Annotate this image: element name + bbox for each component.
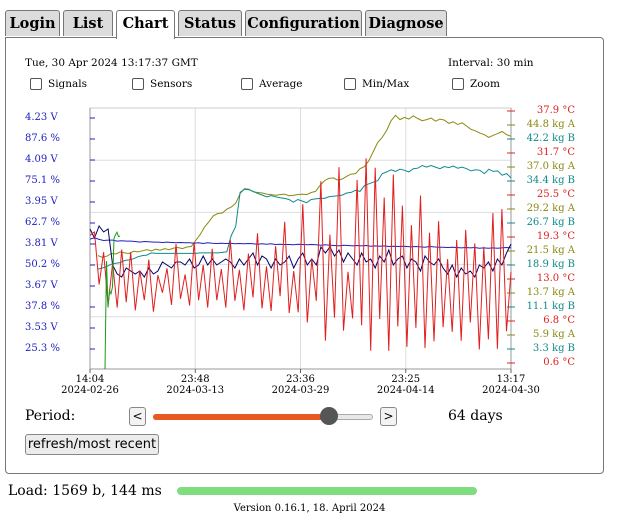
period-slider-fill — [153, 414, 329, 420]
period-next-button[interactable]: > — [380, 407, 397, 426]
series-line-weight-a — [97, 114, 512, 258]
checkbox-label: Signals — [48, 78, 88, 90]
tab-list[interactable]: List — [63, 10, 113, 36]
chart-timestamp: Tue, 30 Apr 2024 13:17:37 GMT — [25, 57, 198, 69]
left-axis-tick-label: 4.09 V — [25, 154, 58, 165]
left-axis-tick-label: 62.7 % — [25, 217, 60, 228]
x-axis-tick-label: 23:48 2024-03-13 — [155, 374, 235, 396]
period-label: Period: — [25, 408, 76, 424]
checkbox-minmax[interactable]: Min/Max — [344, 77, 409, 91]
right-axis-tick-label: 6.8 °C — [543, 315, 575, 326]
x-tick-date: 2024-04-30 — [482, 385, 540, 396]
checkbox-label: Min/Max — [362, 78, 410, 90]
checkbox-average[interactable]: Average — [241, 77, 303, 91]
tab-configuration[interactable]: Configuration — [245, 10, 362, 36]
right-axis-tick-label: 37.9 °C — [536, 105, 575, 116]
left-axis-tick-label: 25.3 % — [25, 343, 60, 354]
checkbox-label: Zoom — [470, 78, 500, 90]
x-tick-date: 2024-04-14 — [376, 385, 435, 396]
checkbox-box[interactable] — [30, 78, 42, 90]
left-axis-tick-label: 3.81 V — [25, 238, 58, 249]
x-tick-time: 23:25 — [391, 374, 421, 385]
right-axis-tick-label: 13.0 °C — [536, 273, 575, 284]
right-axis-tick-label: 19.3 °C — [536, 231, 575, 242]
left-axis-tick-label: 75.1 % — [25, 175, 60, 186]
right-axis-tick-label: 13.7 kg A — [526, 287, 575, 298]
checkbox-box[interactable] — [452, 78, 464, 90]
right-axis-tick-label: 3.3 kg B — [532, 343, 575, 354]
x-tick-time: 14:04 — [75, 374, 105, 385]
checkbox-label: Sensors — [150, 78, 193, 90]
checkbox-sensors[interactable]: Sensors — [132, 77, 192, 91]
series-line-temperature — [89, 158, 512, 351]
right-axis-tick-label: 42.2 kg B — [526, 133, 575, 144]
x-tick-date: 2024-03-13 — [166, 385, 225, 396]
checkbox-box[interactable] — [344, 78, 356, 90]
refresh-button[interactable]: refresh/most recent — [25, 434, 159, 455]
left-axis-tick-label: 37.8 % — [25, 301, 60, 312]
tab-login[interactable]: Login — [5, 10, 60, 36]
x-axis-tick-label: 23:36 2024-03-29 — [261, 374, 341, 396]
x-axis-tick-label: 13:17 2024-04-30 — [471, 374, 551, 396]
x-tick-time: 13:17 — [496, 374, 526, 385]
version-text: Version 0.16.1, 18. April 2024 — [233, 503, 386, 514]
checkbox-box[interactable] — [241, 78, 253, 90]
x-axis-tick-label: 14:04 2024-02-26 — [50, 374, 130, 396]
x-tick-time: 23:48 — [180, 374, 210, 385]
right-axis-tick-label: 26.7 kg B — [526, 217, 575, 228]
x-tick-date: 2024-02-26 — [61, 385, 119, 396]
series-line-signal — [104, 231, 121, 370]
right-axis-tick-label: 11.1 kg B — [526, 301, 575, 312]
x-axis-tick-label: 23:25 2024-04-14 — [366, 374, 446, 396]
checkbox-signals[interactable]: Signals — [30, 77, 87, 91]
right-axis-tick-label: 25.5 °C — [536, 189, 575, 200]
load-text: Load: 1569 b, 144 ms — [8, 483, 162, 499]
series-line-humidity — [89, 237, 512, 249]
tab-chart[interactable]: Chart — [116, 10, 175, 39]
left-axis-tick-label: 3.67 V — [25, 280, 58, 291]
checkbox-zoom[interactable]: Zoom — [452, 77, 500, 91]
left-axis-tick-label: 3.95 V — [25, 196, 58, 207]
left-axis-tick-label: 3.53 V — [25, 322, 58, 333]
period-slider-handle[interactable] — [320, 407, 338, 425]
tab-status[interactable]: Status — [178, 10, 242, 36]
right-axis-tick-label: 29.2 kg A — [526, 203, 575, 214]
right-axis-tick-label: 37.0 kg A — [526, 161, 575, 172]
right-axis-tick-label: 31.7 °C — [536, 147, 575, 158]
right-axis-tick-label: 44.8 kg A — [526, 119, 575, 130]
period-days: 64 days — [448, 408, 503, 424]
load-progress-bar — [177, 487, 477, 495]
right-axis-tick-label: 18.9 kg B — [526, 259, 575, 270]
left-axis-tick-label: 87.6 % — [25, 133, 60, 144]
x-tick-date: 2024-03-29 — [271, 385, 330, 396]
right-axis-tick-label: 0.6 °C — [543, 357, 575, 368]
series-line-weight-b — [97, 164, 512, 270]
checkbox-label: Average — [259, 78, 303, 90]
period-prev-button[interactable]: < — [129, 407, 146, 426]
chart-interval: Interval: 30 min — [448, 57, 534, 69]
x-tick-time: 23:36 — [286, 374, 315, 385]
tab-diagnose[interactable]: Diagnose — [365, 10, 447, 36]
right-axis-tick-label: 21.5 kg A — [526, 245, 575, 256]
right-axis-tick-label: 34.4 kg B — [526, 175, 575, 186]
left-axis-tick-label: 50.2 % — [25, 259, 60, 270]
right-axis-tick-label: 5.9 kg A — [533, 329, 575, 340]
checkbox-box[interactable] — [132, 78, 144, 90]
left-axis-tick-label: 4.23 V — [25, 112, 58, 123]
